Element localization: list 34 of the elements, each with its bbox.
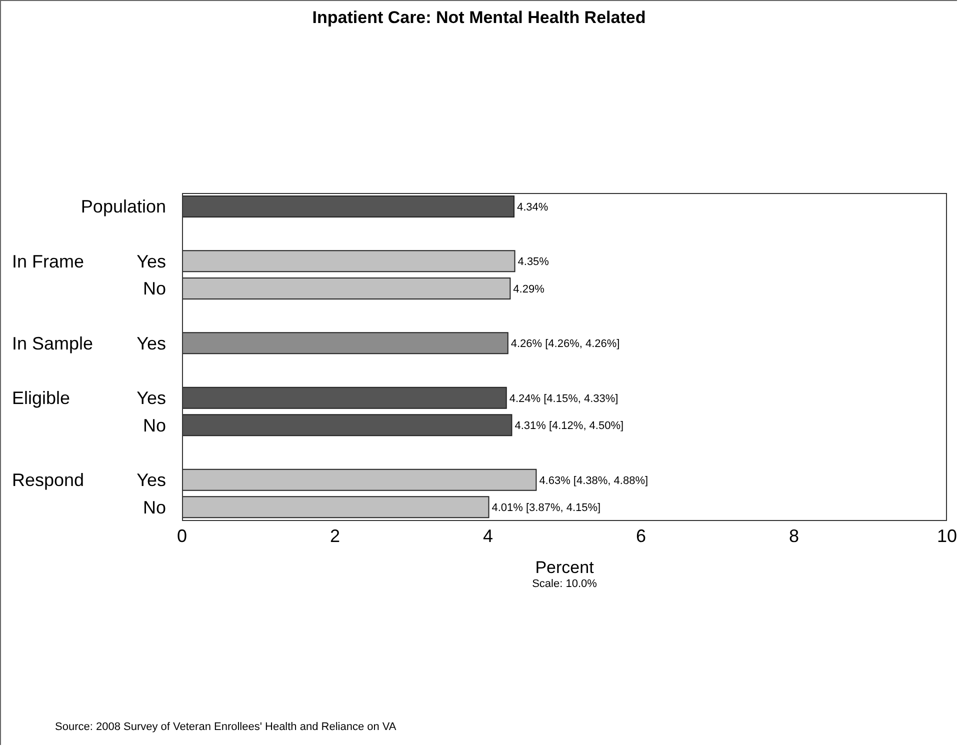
bar (182, 468, 537, 491)
x-tick-label: 4 (482, 526, 494, 546)
data-label: 4.34% (517, 202, 548, 214)
bar (182, 414, 512, 436)
data-label: 4.29% (513, 284, 545, 296)
y-tick-label: No (142, 415, 166, 436)
x-axis-title: Percent (534, 558, 595, 578)
y-tick-label: No (142, 278, 166, 299)
y-tick-label: Population (80, 196, 166, 217)
data-label: 4.31% [4.12%, 4.50%] (514, 420, 624, 432)
category-label: Respond Yes (12, 470, 166, 490)
bar (182, 196, 515, 218)
data-label: 4.24% [4.15%, 4.33%] (509, 392, 618, 405)
text: Scale: 10.0% (531, 578, 598, 590)
x-tick-label: 8 (788, 526, 800, 546)
data-label: 4.26% [4.26%, 4.26%] (510, 338, 620, 350)
bar (182, 332, 508, 354)
bar (182, 496, 490, 518)
x-tick-label: 2 (330, 526, 340, 546)
y-tick-label: No (142, 497, 166, 518)
bar (182, 386, 507, 409)
data-label: 4.63% [4.38%, 4.88%] (539, 474, 648, 487)
data-label: 4.01% [3.87%, 4.15%] (492, 502, 601, 514)
data-label: 4.35% (518, 256, 550, 268)
x-tick-label: 10 (936, 526, 958, 546)
category-label: In Frame Yes (12, 251, 166, 272)
category-label: Eligible Yes (12, 388, 166, 408)
category-label: In Sample Yes (12, 333, 166, 354)
chart-title: Inpatient Care: Not Mental Health Related (311, 8, 647, 28)
source-note: Source: 2008 Survey of Veteran Enrollees' Health and Reliance on VA (55, 721, 396, 733)
bar (182, 250, 516, 272)
x-tick-label: 0 (176, 526, 188, 546)
x-tick-label: 6 (636, 526, 646, 546)
bar (182, 278, 511, 300)
